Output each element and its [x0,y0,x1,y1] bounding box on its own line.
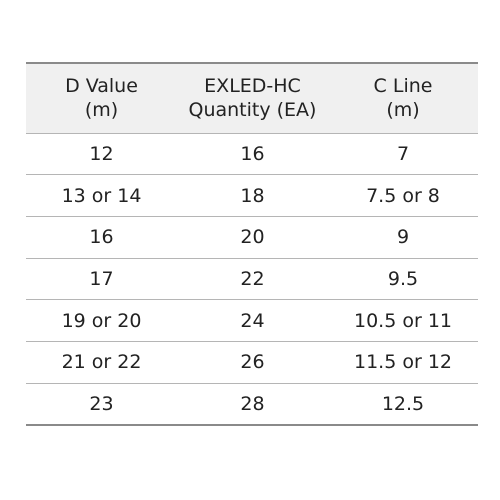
spec-table: D Value (m) EXLED-HC Quantity (EA) C Lin… [26,62,478,426]
table-body: 12 16 7 13 or 14 18 7.5 or 8 16 20 9 17 … [26,133,478,426]
header-c-line-line1: C Line [373,75,433,98]
header-quantity-line1: EXLED-HC [204,75,301,98]
cell-quantity: 26 [177,341,328,384]
cell-d-value: 19 or 20 [26,299,177,342]
header-row: D Value (m) EXLED-HC Quantity (EA) C Lin… [26,62,478,134]
table-row: 12 16 7 [26,133,478,176]
table-row: 13 or 14 18 7.5 or 8 [26,174,478,217]
cell-d-value: 23 [26,383,177,426]
header-quantity-line2: Quantity (EA) [188,99,317,122]
table-row: 23 28 12.5 [26,383,478,426]
header-d-value: D Value (m) [26,62,177,134]
header-c-line: C Line (m) [328,62,478,134]
cell-quantity: 24 [177,299,328,342]
table-row: 16 20 9 [26,216,478,259]
header-d-value-line2: (m) [84,99,119,122]
cell-c-line: 7 [328,133,478,176]
cell-c-line: 9 [328,216,478,259]
cell-d-value: 16 [26,216,177,259]
cell-quantity: 18 [177,174,328,217]
header-d-value-line1: D Value [65,75,138,98]
cell-quantity: 20 [177,216,328,259]
cell-quantity: 22 [177,258,328,301]
header-quantity: EXLED-HC Quantity (EA) [177,62,328,134]
cell-d-value: 17 [26,258,177,301]
cell-c-line: 11.5 or 12 [328,341,478,384]
cell-quantity: 16 [177,133,328,176]
cell-c-line: 12.5 [328,383,478,426]
cell-d-value: 12 [26,133,177,176]
cell-quantity: 28 [177,383,328,426]
table-header: D Value (m) EXLED-HC Quantity (EA) C Lin… [26,62,478,134]
table-row: 17 22 9.5 [26,258,478,301]
cell-c-line: 9.5 [328,258,478,301]
table-row: 21 or 22 26 11.5 or 12 [26,341,478,384]
cell-d-value: 21 or 22 [26,341,177,384]
cell-c-line: 10.5 or 11 [328,299,478,342]
table-row: 19 or 20 24 10.5 or 11 [26,299,478,342]
cell-c-line: 7.5 or 8 [328,174,478,217]
spec-table-container: D Value (m) EXLED-HC Quantity (EA) C Lin… [26,62,478,426]
cell-d-value: 13 or 14 [26,174,177,217]
header-c-line-line2: (m) [386,99,420,122]
